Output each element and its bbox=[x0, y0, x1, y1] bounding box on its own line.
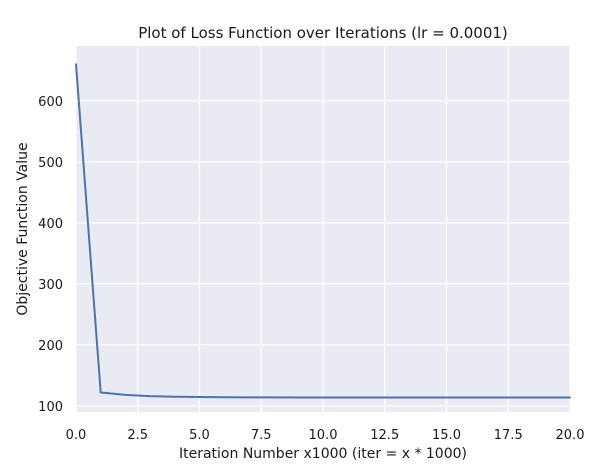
series-layer bbox=[75, 63, 571, 399]
x-tick-label: 5.0 bbox=[189, 428, 210, 443]
grid-y bbox=[76, 100, 570, 407]
x-tick-labels: 0.0 2.5 5.0 7.5 10.0 12.5 15.0 17.5 20.0 bbox=[66, 428, 585, 443]
chart-title: Plot of Loss Function over Iterations (l… bbox=[138, 24, 508, 42]
y-tick-label: 600 bbox=[38, 95, 63, 110]
x-tick-label: 20.0 bbox=[556, 428, 585, 443]
x-tick-label: 17.5 bbox=[494, 428, 523, 443]
y-tick-labels: 100 200 300 400 500 600 bbox=[38, 95, 63, 415]
grid-x bbox=[75, 46, 571, 412]
x-tick-label: 0.0 bbox=[66, 428, 87, 443]
x-tick-label: 7.5 bbox=[251, 428, 272, 443]
x-axis-label: Iteration Number x1000 (iter = x * 1000) bbox=[179, 446, 467, 462]
x-tick-label: 2.5 bbox=[127, 428, 148, 443]
y-tick-label: 400 bbox=[38, 217, 63, 232]
loss-series-line bbox=[75, 63, 571, 399]
y-tick-label: 300 bbox=[38, 278, 63, 293]
y-axis-label: Objective Function Value bbox=[15, 142, 31, 315]
y-tick-label: 100 bbox=[38, 400, 63, 415]
y-tick-label: 500 bbox=[38, 156, 63, 171]
x-tick-label: 12.5 bbox=[370, 428, 399, 443]
x-tick-label: 15.0 bbox=[432, 428, 461, 443]
y-tick-label: 200 bbox=[38, 339, 63, 354]
x-tick-label: 10.0 bbox=[309, 428, 338, 443]
